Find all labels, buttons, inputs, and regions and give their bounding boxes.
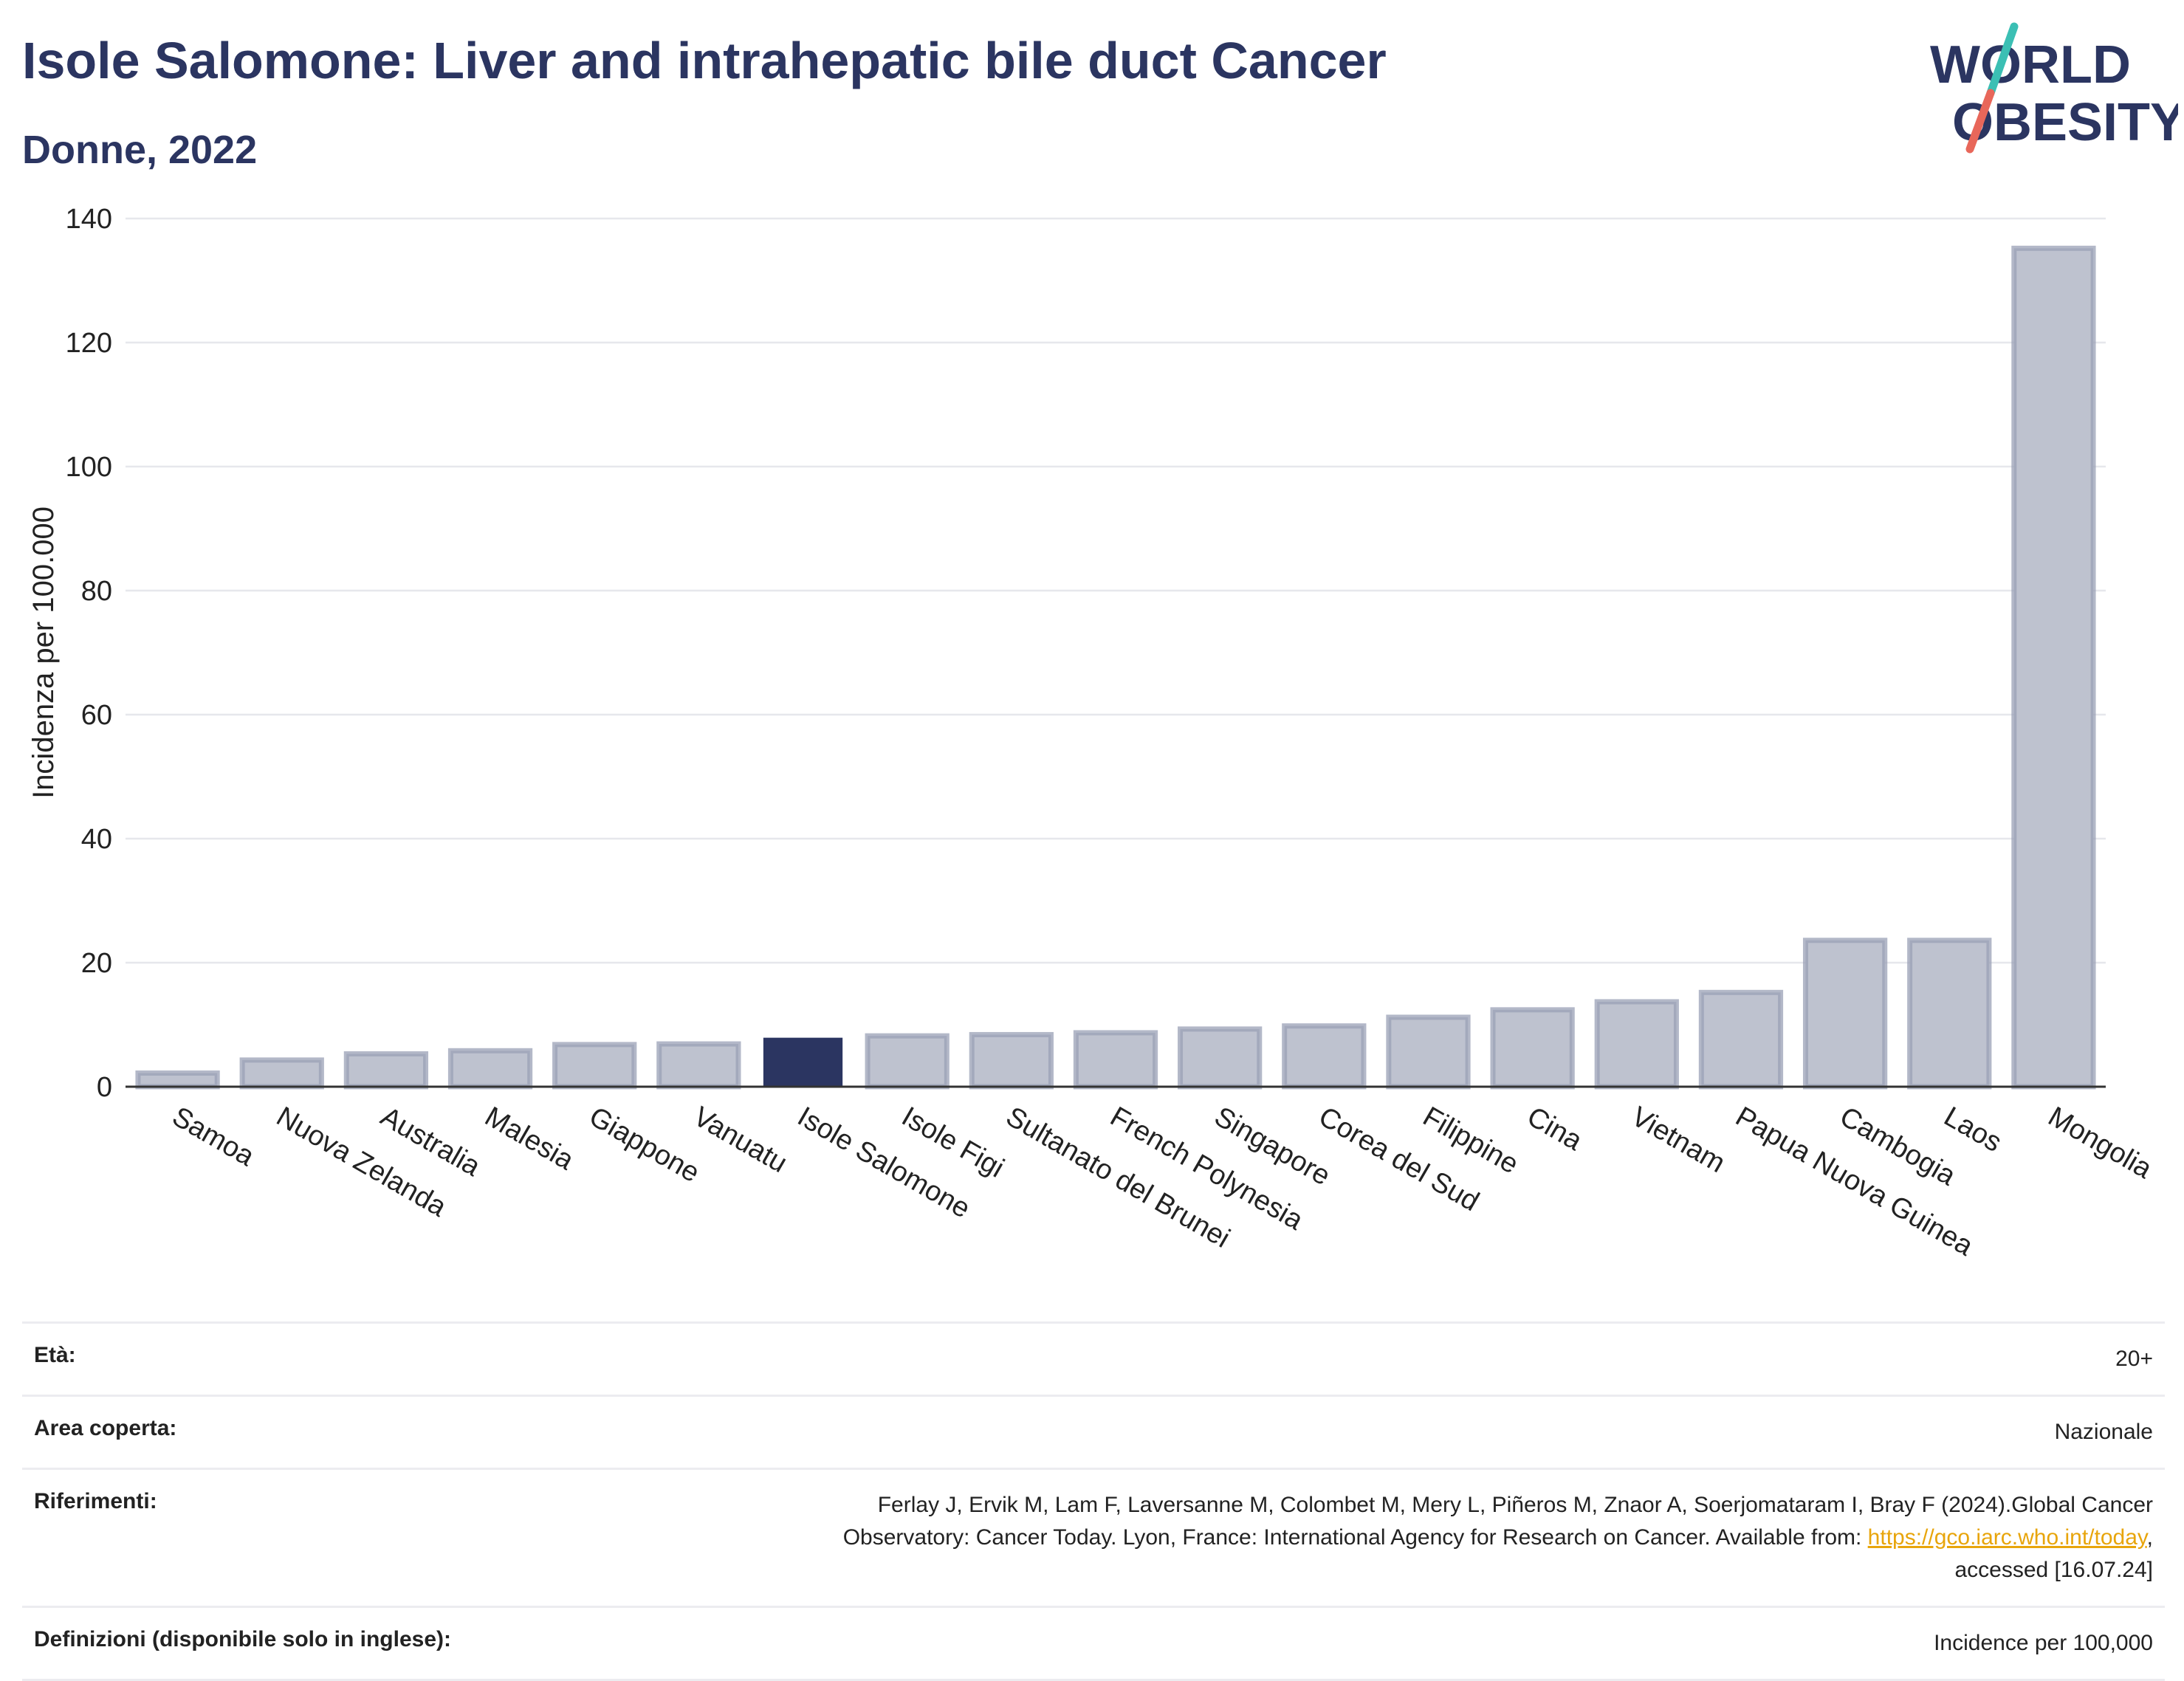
bar-chart: 0 20 40 60 80 100 120 140 Samoa Nuova ZelandaAus… [27, 204, 2157, 1262]
info-row-references: Riferimenti: Ferlay J, Ervik M, Lam F, L… [22, 1468, 2165, 1607]
y-tick-label: 80 [81, 576, 112, 607]
info-key-definitions: Definizioni (disponibile solo in inglese… [22, 1606, 577, 1681]
bar-sultanato-del-brunei [969, 1031, 1054, 1090]
info-value-area: Nazionale [577, 1395, 2165, 1469]
bar-vietnam [1594, 999, 1679, 1090]
y-axis-ticks: 0 20 40 60 80 100 120 140 [66, 204, 112, 1103]
info-row-age: Età: 20+ [22, 1321, 2165, 1396]
info-value-age: 20+ [577, 1321, 2165, 1396]
info-key-age: Età: [22, 1321, 577, 1396]
logo-word-world: WORLD [1930, 35, 2131, 94]
y-tick-label: 100 [66, 452, 112, 483]
x-tick-label: Nuova Zelanda [271, 1101, 452, 1223]
x-tick-label: Mongolia [2043, 1101, 2157, 1185]
info-value-definitions: Incidence per 100,000 [577, 1606, 2165, 1681]
logo-slash-top [1986, 22, 2019, 97]
info-row-definitions: Definizioni (disponibile solo in inglese… [22, 1606, 2165, 1681]
bar-isole-figi [865, 1033, 950, 1090]
bar-cambogia [1802, 938, 1888, 1090]
x-tick-label: Laos [1939, 1101, 2007, 1158]
x-tick-label: Vietnam [1626, 1101, 1730, 1179]
y-axis-label: Incidenza per 100.000 [27, 506, 60, 799]
bar-giappone [552, 1042, 637, 1090]
chart-subtitle: Donne, 2022 [22, 128, 258, 172]
bar-filippine [1386, 1014, 1471, 1090]
bars [135, 245, 2096, 1090]
x-tick-label: Cina [1522, 1101, 1587, 1157]
chart-title: Isole Salomone: Liver and intrahepatic b… [22, 32, 1387, 89]
y-tick-label: 60 [81, 700, 112, 731]
x-tick-label: Isole Salomone [792, 1101, 975, 1224]
logo-slash-bottom [1965, 89, 1995, 154]
bar-singapore [1178, 1026, 1263, 1090]
bar-papua-nuova-guinea [1698, 989, 1784, 1090]
world-obesity-logo: WORLD OBESITY [1930, 22, 2178, 154]
y-tick-label: 120 [66, 328, 112, 359]
bar-samoa [135, 1070, 220, 1090]
reference-line-3: accessed [16.07.24] [1954, 1558, 2153, 1582]
bar-vanuatu [656, 1041, 741, 1090]
x-tick-label: Samoa [167, 1101, 260, 1172]
y-tick-label: 40 [81, 824, 112, 855]
reference-line-1: Ferlay J, Ervik M, Lam F, Laversanne M, … [877, 1493, 2153, 1517]
bar-isole-salomone [763, 1037, 843, 1087]
bar-mongolia [2011, 245, 2096, 1090]
x-tick-label: Giappone [584, 1101, 705, 1189]
x-tick-label: Vanuatu [688, 1101, 792, 1179]
gridlines [126, 217, 2106, 964]
info-table: Età: 20+ Area coperta: Nazionale Riferim… [22, 1321, 2165, 1681]
bar-nuova-zelanda [239, 1057, 324, 1090]
info-row-area: Area coperta: Nazionale [22, 1395, 2165, 1469]
bar-corea-del-sud [1282, 1023, 1367, 1090]
bar-malesia [447, 1048, 533, 1090]
reference-comma: , [2146, 1525, 2153, 1550]
y-tick-label: 0 [97, 1072, 112, 1103]
bar-cina [1490, 1007, 1575, 1090]
reference-link[interactable]: https://gco.iarc.who.int/today [1867, 1525, 2147, 1550]
bar-australia [343, 1051, 429, 1090]
reference-line-2: Observatory: Cancer Today. Lyon, France:… [842, 1525, 1868, 1550]
info-key-area: Area coperta: [22, 1395, 577, 1469]
x-tick-label: Malesia [480, 1101, 580, 1176]
y-tick-label: 20 [81, 948, 112, 979]
bar-french-polynesia [1073, 1030, 1158, 1090]
y-tick-label: 140 [66, 204, 112, 235]
info-value-references: Ferlay J, Ervik M, Lam F, Laversanne M, … [577, 1468, 2165, 1607]
bar-laos [1907, 938, 1992, 1090]
info-key-references: Riferimenti: [22, 1468, 577, 1607]
